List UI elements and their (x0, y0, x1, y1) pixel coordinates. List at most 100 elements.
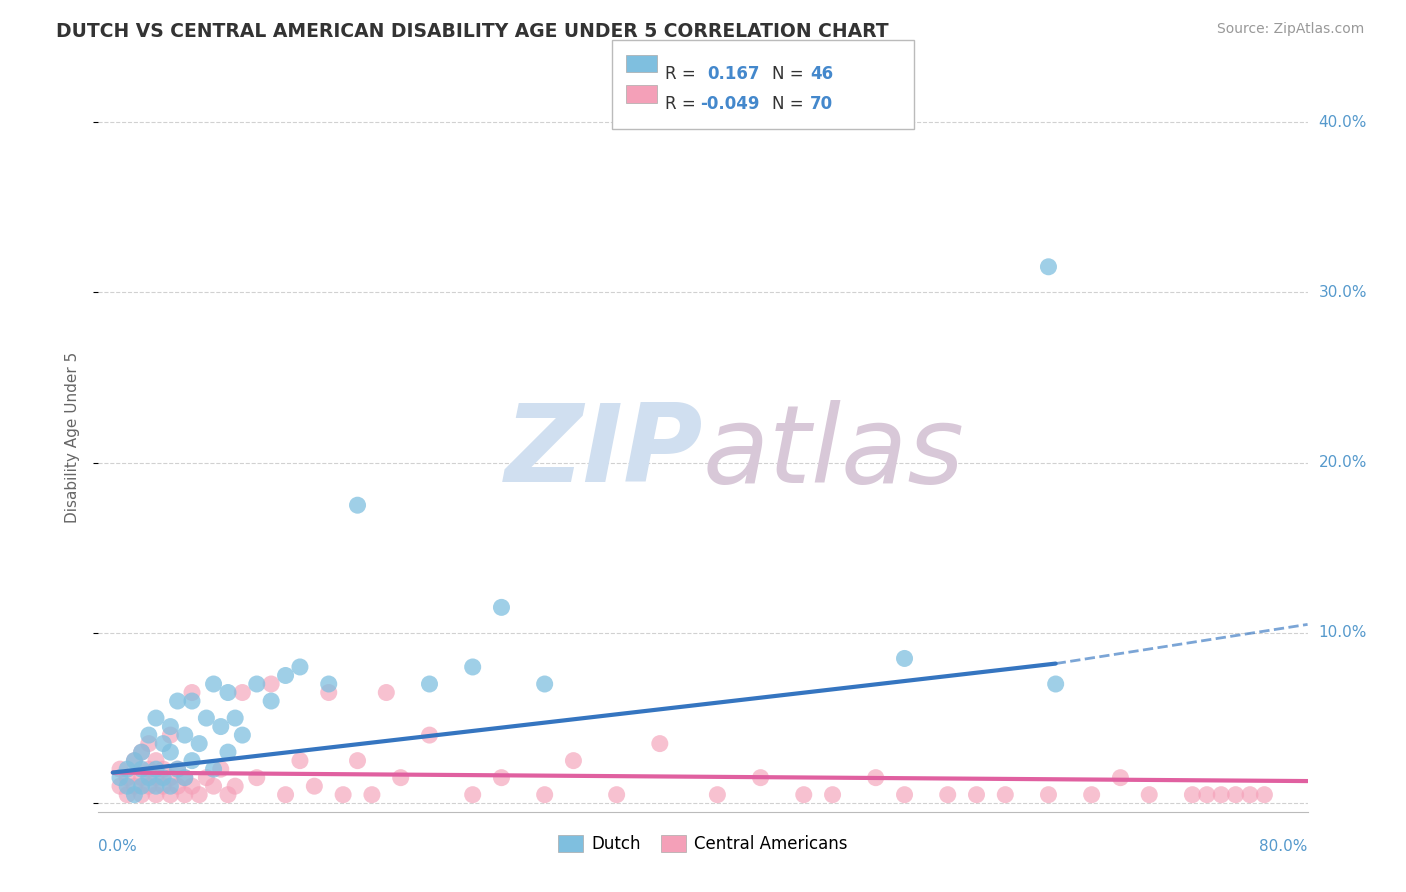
Point (166, 694, 188, 708)
Point (217, 745, 239, 759)
Point (166, 762, 188, 776)
Point (131, 762, 153, 776)
Text: 46: 46 (810, 65, 832, 83)
Text: 40.0%: 40.0% (1319, 114, 1367, 129)
Point (181, 779, 204, 793)
Point (793, 788, 815, 802)
Point (1211, 788, 1233, 802)
Point (115, 779, 138, 793)
Point (1038, 788, 1060, 802)
Point (375, 685, 398, 699)
Point (893, 651, 915, 665)
Point (202, 677, 225, 691)
Point (181, 685, 204, 699)
Point (260, 677, 283, 691)
Point (1038, 260, 1060, 274)
Point (166, 762, 188, 776)
Point (1080, 788, 1102, 802)
Text: N =: N = (772, 65, 803, 83)
Point (304, 779, 326, 793)
Point (1109, 771, 1132, 785)
Point (159, 745, 181, 759)
Point (138, 779, 160, 793)
Point (195, 771, 218, 785)
Text: 80.0%: 80.0% (1260, 838, 1308, 854)
Point (152, 737, 174, 751)
Point (288, 660, 311, 674)
Point (749, 771, 772, 785)
Point (246, 771, 269, 785)
Point (246, 677, 269, 691)
Point (181, 694, 204, 708)
Point (209, 762, 232, 776)
Point (124, 788, 146, 802)
Point (217, 685, 239, 699)
Text: DUTCH VS CENTRAL AMERICAN DISABILITY AGE UNDER 5 CORRELATION CHART: DUTCH VS CENTRAL AMERICAN DISABILITY AGE… (56, 22, 889, 41)
Point (115, 771, 138, 785)
Point (332, 788, 354, 802)
Point (131, 788, 153, 802)
Point (131, 745, 153, 759)
Point (1225, 788, 1247, 802)
Point (124, 754, 146, 768)
Point (1253, 788, 1275, 802)
Point (131, 745, 153, 759)
Point (152, 762, 174, 776)
Point (131, 771, 153, 785)
Point (188, 737, 211, 751)
Point (231, 728, 253, 742)
Point (461, 660, 484, 674)
Point (318, 677, 340, 691)
Point (145, 788, 167, 802)
Point (124, 754, 146, 768)
Point (994, 788, 1017, 802)
Point (706, 788, 728, 802)
Point (274, 668, 297, 682)
Point (461, 788, 484, 802)
Point (108, 771, 131, 785)
Point (145, 779, 167, 793)
Text: R =: R = (665, 65, 696, 83)
Text: 20.0%: 20.0% (1319, 455, 1367, 470)
Point (152, 771, 174, 785)
Point (138, 771, 160, 785)
Point (145, 754, 167, 768)
Point (648, 737, 671, 751)
Point (166, 779, 188, 793)
Point (181, 754, 204, 768)
Point (562, 754, 585, 768)
Point (491, 600, 513, 615)
Point (209, 720, 232, 734)
Point (260, 694, 283, 708)
Point (318, 685, 340, 699)
Point (173, 771, 195, 785)
Text: 10.0%: 10.0% (1319, 625, 1367, 640)
Point (224, 779, 246, 793)
Point (159, 771, 181, 785)
Point (491, 771, 513, 785)
Point (131, 779, 153, 793)
Point (936, 788, 959, 802)
Point (173, 788, 195, 802)
Point (606, 788, 628, 802)
Legend: Dutch, Central Americans: Dutch, Central Americans (551, 828, 855, 860)
Text: -0.049: -0.049 (700, 95, 759, 113)
Text: 0.167: 0.167 (707, 65, 759, 83)
Point (159, 788, 181, 802)
Text: atlas: atlas (703, 400, 965, 505)
Point (145, 762, 167, 776)
Point (202, 762, 225, 776)
Point (346, 754, 368, 768)
Point (159, 779, 181, 793)
Point (231, 685, 253, 699)
Point (1239, 788, 1261, 802)
Point (159, 720, 181, 734)
Point (138, 728, 160, 742)
Point (173, 728, 195, 742)
Point (145, 711, 167, 725)
Point (188, 788, 211, 802)
Point (288, 754, 311, 768)
Point (124, 779, 146, 793)
Text: 30.0%: 30.0% (1319, 285, 1367, 300)
Text: N =: N = (772, 95, 803, 113)
